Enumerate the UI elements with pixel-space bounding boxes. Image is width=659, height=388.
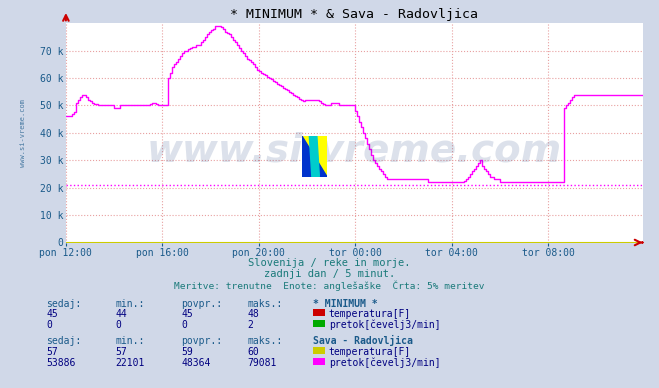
Text: temperatura[F]: temperatura[F]: [329, 347, 411, 357]
Text: 22101: 22101: [115, 358, 145, 368]
Text: 2: 2: [247, 320, 253, 330]
Text: Sava - Radovljica: Sava - Radovljica: [313, 335, 413, 346]
Text: 0: 0: [181, 320, 187, 330]
Text: min.:: min.:: [115, 298, 145, 308]
Text: 44: 44: [115, 309, 127, 319]
Text: 79081: 79081: [247, 358, 277, 368]
Text: pretok[čevelj3/min]: pretok[čevelj3/min]: [329, 357, 440, 368]
Text: 48364: 48364: [181, 358, 211, 368]
Text: pretok[čevelj3/min]: pretok[čevelj3/min]: [329, 319, 440, 330]
Text: www.si-vreme.com: www.si-vreme.com: [146, 132, 562, 170]
Text: maks.:: maks.:: [247, 336, 282, 346]
Text: www.si-vreme.com: www.si-vreme.com: [20, 99, 26, 167]
Text: povpr.:: povpr.:: [181, 336, 222, 346]
Text: 48: 48: [247, 309, 259, 319]
Text: sedaj:: sedaj:: [46, 298, 81, 308]
Text: 45: 45: [181, 309, 193, 319]
Text: min.:: min.:: [115, 336, 145, 346]
Text: 59: 59: [181, 347, 193, 357]
Text: 0: 0: [46, 320, 52, 330]
Text: Slovenija / reke in morje.: Slovenija / reke in morje.: [248, 258, 411, 268]
Text: 57: 57: [46, 347, 58, 357]
Text: Meritve: trenutne  Enote: anglešaške  Črta: 5% meritev: Meritve: trenutne Enote: anglešaške Črta…: [174, 280, 485, 291]
Text: 53886: 53886: [46, 358, 76, 368]
Text: 60: 60: [247, 347, 259, 357]
Polygon shape: [309, 136, 320, 177]
Text: maks.:: maks.:: [247, 298, 282, 308]
Text: zadnji dan / 5 minut.: zadnji dan / 5 minut.: [264, 269, 395, 279]
Text: sedaj:: sedaj:: [46, 336, 81, 346]
Text: * MINIMUM *: * MINIMUM *: [313, 298, 378, 308]
Text: povpr.:: povpr.:: [181, 298, 222, 308]
Text: 0: 0: [115, 320, 121, 330]
Text: 57: 57: [115, 347, 127, 357]
Text: temperatura[F]: temperatura[F]: [329, 309, 411, 319]
Polygon shape: [302, 136, 327, 177]
Title: * MINIMUM * & Sava - Radovljica: * MINIMUM * & Sava - Radovljica: [230, 8, 478, 21]
Polygon shape: [302, 136, 327, 177]
Text: 45: 45: [46, 309, 58, 319]
